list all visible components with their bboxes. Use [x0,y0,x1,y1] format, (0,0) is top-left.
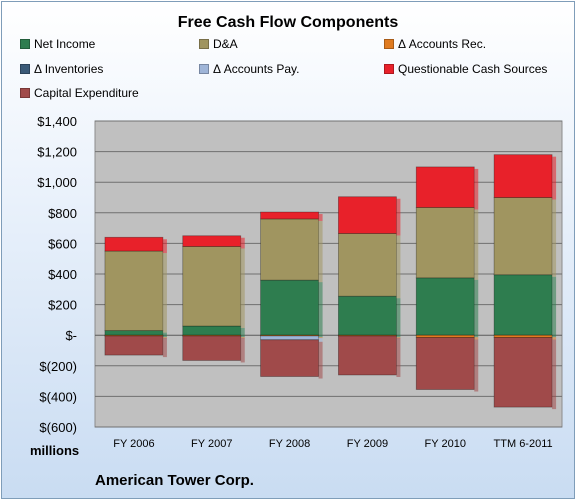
chart-title: Free Cash Flow Components [177,14,399,31]
legend-swatch [384,64,394,74]
legend-item: Δ Inventories [20,62,103,76]
y-tick-label: $- [65,328,77,343]
y-tick-label: $200 [48,298,77,313]
bar-d-a [493,197,553,276]
x-tick-label: TTM 6-2011 [494,438,553,450]
bar-side-accounts-rec [162,337,167,339]
bar-side-d-a [318,220,323,283]
bar-capital-expenditure [415,337,475,390]
bar-accounts-pay [260,335,319,341]
legend-label: Δ Accounts Rec. [398,37,487,51]
bar-net-income [338,295,397,336]
bar-side-d-a [396,235,401,299]
bar-capital-expenditure [493,337,553,408]
bar-side-d-a [162,253,167,333]
legend: Net Income D&A Δ Accounts Rec. Δ Inventorie… [0,0,578,110]
bar-capital-expenditure [182,335,242,361]
bar-side-capital-expenditure [240,337,245,363]
x-tick-label: FY 2008 [269,438,310,450]
bar-d-a [260,218,319,281]
company-label: American Tower Corp. [95,472,254,489]
bar-side-capital-expenditure [162,337,167,358]
legend-swatch [20,64,30,74]
bar-net-income [415,277,475,336]
legend-swatch [199,39,209,49]
bar-side-d-a [552,199,557,277]
legend-item: Net Income [20,37,95,51]
bar-side-d-a [240,248,245,329]
bar-questionable-cash-sources [260,211,319,220]
y-tick-label: $400 [48,267,77,282]
legend-label: Questionable Cash Sources [398,62,548,76]
y-tick-label: $(600) [39,420,77,435]
bar-side-accounts-rec [318,337,323,339]
bar-side-net-income [162,332,167,338]
x-tick-label: FY 2010 [425,438,466,450]
bar-d-a [104,250,164,332]
bar-questionable-cash-sources [104,236,164,252]
bar-side-accounts-rec [552,337,557,340]
legend-item: D&A [199,37,238,51]
legend-label: D&A [213,37,238,51]
bar-side-net-income [240,328,245,338]
bar-capital-expenditure [338,335,397,376]
legend-label: Capital Expenditure [34,86,139,100]
bar-side-capital-expenditure [552,339,557,410]
bar-side-questionable-cash-sources [474,168,479,210]
legend-swatch [199,64,209,74]
bar-side-questionable-cash-sources [162,239,167,254]
bar-capital-expenditure [260,339,319,377]
y-tick-label: $(400) [39,389,77,404]
legend-item: Δ Accounts Pay. [199,62,300,76]
bar-side-d-a [474,209,479,280]
bar-d-a [182,246,242,327]
y-tick-label: $1,200 [37,145,77,160]
bar-questionable-cash-sources [182,235,242,247]
bar-side-capital-expenditure [474,339,479,392]
legend-label: Δ Inventories [34,62,104,76]
legend-label: Net Income [34,37,96,51]
bar-side-questionable-cash-sources [396,198,401,236]
x-tick-label: FY 2009 [347,438,388,450]
bar-side-questionable-cash-sources [552,156,557,200]
bar-side-questionable-cash-sources [240,237,245,249]
bar-net-income [493,274,553,336]
bar-side-accounts-rec [474,337,479,340]
y-tick-label: $1,000 [37,175,77,190]
bar-side-accounts-rec [240,337,245,339]
x-tick-label: FY 2006 [113,438,154,450]
legend-item: Δ Accounts Rec. [384,37,486,51]
legend-swatch [20,39,30,49]
bar-net-income [182,325,242,336]
bar-side-net-income [396,298,401,338]
bar-questionable-cash-sources [415,166,475,208]
bar-side-capital-expenditure [318,341,323,379]
bar-side-capital-expenditure [396,337,401,377]
bar-side-net-income [552,276,557,338]
bar-capital-expenditure [104,335,164,356]
bar-d-a [415,207,475,279]
y-tick-label: $1,400 [37,114,77,129]
bar-net-income [260,279,319,336]
legend-swatch [384,39,394,49]
y-units-label: millions [30,443,80,458]
bar-side-net-income [318,282,323,338]
y-tick-label: $600 [48,236,77,251]
bar-side-questionable-cash-sources [318,214,323,221]
bar-side-net-income [474,279,479,338]
y-tick-label: $800 [48,206,77,221]
legend-label: Δ Accounts Pay. [213,62,300,76]
x-tick-label: FY 2007 [191,438,232,450]
bar-net-income [104,330,164,336]
bar-questionable-cash-sources [338,196,397,234]
bar-d-a [338,233,397,297]
legend-swatch [20,88,30,98]
bar-questionable-cash-sources [493,154,553,198]
bar-side-accounts-rec [396,337,401,339]
bar-side-accounts-pay [318,337,323,342]
legend-item: Capital Expenditure [20,86,139,100]
legend-item: Questionable Cash Sources [384,62,547,76]
y-tick-label: $(200) [39,359,77,374]
